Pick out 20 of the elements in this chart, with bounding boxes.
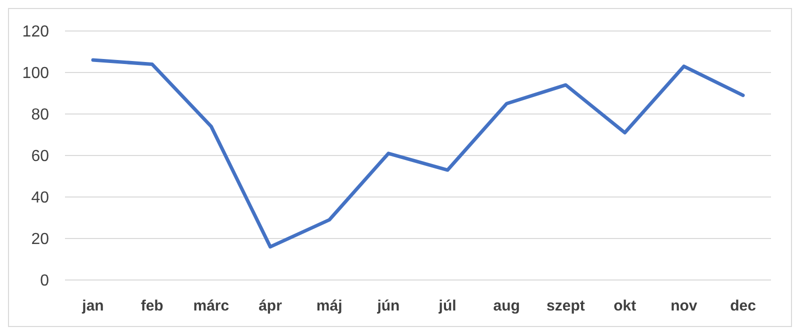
- x-tick-label: dec: [730, 298, 756, 315]
- line-series: [91, 58, 745, 249]
- y-tick-label: 120: [22, 24, 50, 41]
- x-tick-label: jan: [81, 298, 104, 315]
- y-tick-label: 100: [22, 65, 50, 82]
- x-tick-label: máj: [316, 298, 342, 315]
- y-tick-label: 0: [40, 272, 50, 290]
- x-tick-label: jún: [376, 298, 400, 315]
- x-tick-label: ápr: [258, 298, 282, 315]
- x-tick-label: feb: [140, 298, 164, 315]
- y-tick-label: 40: [31, 190, 50, 207]
- x-tick-label: okt: [614, 298, 636, 315]
- x-tick-label: szept: [546, 298, 585, 315]
- x-tick-label: nov: [670, 298, 698, 315]
- y-tick-label: 80: [31, 106, 50, 124]
- x-tick-label: márc: [193, 298, 230, 315]
- y-tick-label: 60: [31, 148, 50, 166]
- x-tick-label: júl: [438, 298, 456, 315]
- x-tick-label: aug: [493, 298, 520, 315]
- y-tick-label: 20: [31, 231, 50, 248]
